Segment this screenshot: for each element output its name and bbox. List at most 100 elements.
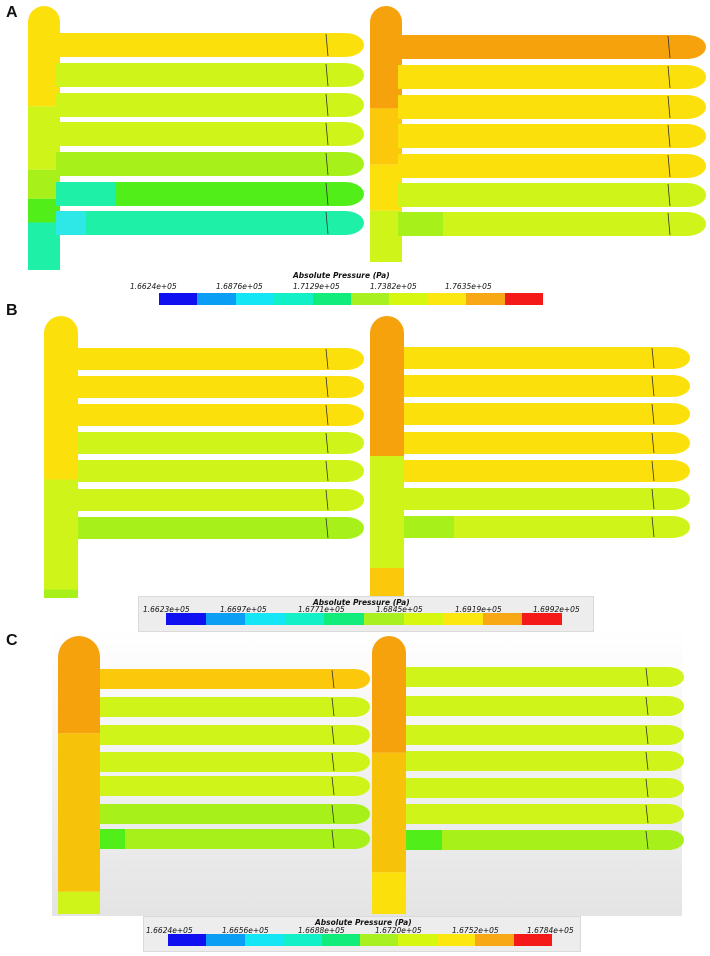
panel-a-right-tube-1 [398, 35, 706, 59]
panel-b-right-tube-5 [404, 460, 690, 482]
panel-a-right-tube-6-contour-line [667, 183, 671, 207]
panel-a-right-tube-7-inlet-zone [398, 212, 443, 236]
panel-c-right-tube-5-contour-line [645, 778, 649, 798]
panel-c-right-tube-1 [406, 667, 684, 687]
colorbar-segment [466, 293, 505, 305]
panel-a-left-header-band [28, 222, 60, 270]
panel-b-left-tube-3-contour-line [325, 404, 329, 426]
panel-a-left-tube-5-contour-line [325, 152, 329, 176]
panel-b-left-tube-2 [78, 376, 364, 398]
legend-c-tick: 1.6624e+05 [146, 926, 193, 935]
panel-b-right-tube-7-contour-line [651, 516, 655, 538]
panel-b-right-tube-6-contour-line [651, 488, 655, 510]
panel-c-left-tube-2-contour-line [331, 697, 335, 717]
panel-a-left-tube-2 [56, 63, 364, 87]
panel-a-left-header-band [28, 198, 60, 223]
panel-a-left-tube-7-inlet-zone [56, 211, 86, 235]
panel-b-left-tube-1 [78, 348, 364, 370]
panel-c-left-header-band [58, 636, 100, 734]
panel-c-right-tube-1-contour-line [645, 667, 649, 687]
legend-b-tick: 1.6845e+05 [376, 605, 423, 614]
colorbar-segment [205, 613, 246, 625]
panel-b-right-tube-2 [404, 375, 690, 397]
panel-a-right-tube-2 [398, 65, 706, 89]
legend-a-colorbar [159, 293, 544, 305]
panel-a-left-tube-4-contour-line [325, 122, 329, 146]
panel-c-left-tube-4 [100, 752, 370, 772]
panel-a-left-tube-3 [56, 93, 364, 117]
panel-c-right-tube-7 [406, 830, 684, 850]
panel-c-left-header-band [58, 891, 100, 914]
panel-b-left-header-band [44, 479, 78, 590]
panel-b-left-tube-7-contour-line [325, 517, 329, 539]
panel-a-right-tube-6 [398, 183, 706, 207]
panel-b-right-tube-7 [404, 516, 690, 538]
colorbar-segment [522, 613, 562, 625]
panel-b-left-tube-6 [78, 489, 364, 511]
panel-a-left-tube-1 [56, 33, 364, 57]
colorbar-segment [168, 934, 207, 946]
colorbar-segment [475, 934, 514, 946]
panel-b-right-tube-7-inlet-zone [404, 516, 454, 538]
colorbar-segment [482, 613, 523, 625]
legend-c-tick: 1.6720e+05 [375, 926, 422, 935]
panel-b-right-header-band [370, 568, 404, 596]
panel-a-right-tube-3-contour-line [667, 95, 671, 119]
panel-a-left-tube-6 [56, 182, 364, 206]
panel-c-left-tube-4-contour-line [331, 752, 335, 772]
panel-c-right-header-band [372, 636, 406, 753]
legend-c-title: Absolute Pressure (Pa) [315, 918, 412, 927]
panel-a-right-header-band [370, 210, 402, 262]
legend-c: Absolute Pressure (Pa) 1.6624e+05 1.6656… [143, 916, 579, 950]
panel-a-right-tube-5-contour-line [667, 154, 671, 178]
colorbar-segment [321, 934, 361, 946]
panel-c-left-tube-5-contour-line [331, 776, 335, 796]
colorbar-segment [360, 934, 399, 946]
panel-c-left-tube-1 [100, 669, 370, 689]
panel-c-right-tube-7-contour-line [645, 830, 649, 850]
panel-c-left-tube-7-contour-line [331, 829, 335, 849]
panel-b-left-tube-5-contour-line [325, 460, 329, 482]
colorbar-segment [197, 293, 236, 305]
panel-c-left-tube-7 [100, 829, 370, 849]
panel-c-left-tube-1-contour-line [331, 669, 335, 689]
panel-a-left-tube-2-contour-line [325, 63, 329, 87]
panel-c-right-tube-2-contour-line [645, 696, 649, 716]
panel-a-left-tube-6-inlet-zone [56, 182, 116, 206]
colorbar-segment [245, 613, 285, 625]
panel-b-right-tube-1 [404, 347, 690, 369]
panel-a-left-tube-4 [56, 122, 364, 146]
legend-a-title: Absolute Pressure (Pa) [293, 271, 390, 280]
panel-c-left-tube-3 [100, 725, 370, 745]
legend-a-tick: 1.7129e+05 [293, 282, 340, 291]
colorbar-segment [443, 613, 483, 625]
panel-c-right-tube-3-contour-line [645, 725, 649, 745]
panel-a-left-header-band [28, 169, 60, 199]
panel-c-right-header-band [372, 872, 406, 914]
panel-a-right-header-band [370, 6, 402, 109]
legend-b-tick: 1.6697e+05 [220, 605, 267, 614]
colorbar-segment [504, 293, 544, 305]
panel-b-right-tube-1-contour-line [651, 347, 655, 369]
legend-b-title: Absolute Pressure (Pa) [313, 598, 410, 607]
panel-c-left-tube-6-contour-line [331, 804, 335, 824]
panel-b-right-header-band [370, 456, 404, 568]
panel-b-left-header-band [44, 589, 78, 598]
colorbar-segment [284, 613, 325, 625]
colorbar-segment [363, 613, 404, 625]
panel-a-right-tube-4-contour-line [667, 124, 671, 148]
panel-b-right-tube-5-contour-line [651, 460, 655, 482]
panel-c-left-tube-3-contour-line [331, 725, 335, 745]
legend-b-colorbar [166, 613, 562, 625]
panel-a-right-tube-4 [398, 124, 706, 148]
panel-c-right-tube-5 [406, 778, 684, 798]
panel-b-left-tube-4 [78, 432, 364, 454]
panel-c-right-tube-2 [406, 696, 684, 716]
panel-c-right-tube-4 [406, 751, 684, 771]
panel-b-left-tube-2-contour-line [325, 376, 329, 398]
panel-b-left-header-band [44, 316, 78, 480]
colorbar-segment [351, 293, 390, 305]
panel-b-left-tube-6-contour-line [325, 489, 329, 511]
panel-a-left-tube-5 [56, 152, 364, 176]
panel-a-right-tube-3 [398, 95, 706, 119]
